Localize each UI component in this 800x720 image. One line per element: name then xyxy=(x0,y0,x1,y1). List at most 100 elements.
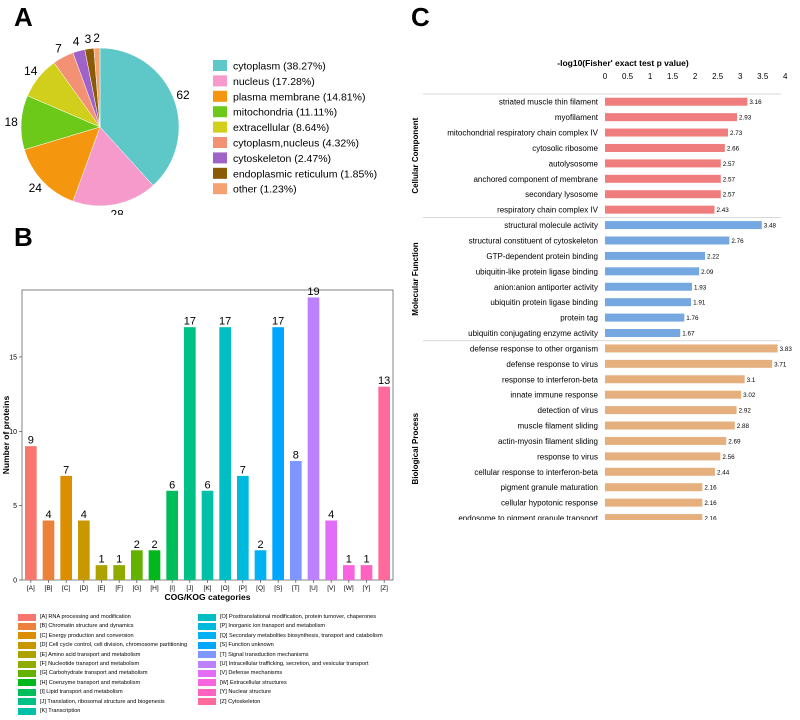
go-bar xyxy=(605,498,703,507)
cog-legend-item: [V] Defense mechanisms xyxy=(198,668,282,678)
go-term-label: structural constituent of cytoskeleton xyxy=(469,236,598,245)
pie-slice-label: 2 xyxy=(93,31,100,45)
pie-legend-label: endoplasmic reticulum (1.85%) xyxy=(233,168,377,180)
cog-bar xyxy=(254,550,267,580)
cog-legend-swatch xyxy=(198,632,216,640)
cog-bar xyxy=(25,446,37,580)
go-term-label: myofilament xyxy=(555,113,599,122)
go-term-label: response to interferon-beta xyxy=(502,375,599,384)
cog-bar-value: 4 xyxy=(81,509,87,521)
cog-bar-value: 6 xyxy=(204,479,210,491)
go-term-label: defense response to virus xyxy=(506,360,598,369)
go-term-label: ubiquitin-like protein ligase binding xyxy=(476,267,598,276)
go-bar xyxy=(605,359,773,368)
go-term-label: mitochondrial respiratory chain complex … xyxy=(447,129,598,138)
go-bar xyxy=(605,406,737,415)
go-bar-value: 2.43 xyxy=(716,207,729,214)
panel-label-b: B xyxy=(14,222,33,252)
x-tick-label: [W] xyxy=(344,585,354,592)
cog-legend-item: [J] Translation, ribosomal structure and… xyxy=(18,697,165,707)
cog-legend-swatch xyxy=(18,660,36,668)
cog-bar-value: 4 xyxy=(328,509,334,521)
go-term-label: protein tag xyxy=(560,314,598,323)
cog-legend-label: [A] RNA processing and modification xyxy=(40,614,131,620)
go-term-label: autolysosome xyxy=(549,159,599,168)
cog-legend-label: [W] Extracellular structures xyxy=(220,679,287,686)
cog-legend-label: [B] Chromatin structure and dynamics xyxy=(40,623,134,630)
go-bar xyxy=(605,467,715,476)
go-term-label: response to virus xyxy=(537,452,598,461)
go-bar xyxy=(605,282,692,291)
cog-bar-value: 17 xyxy=(184,316,196,328)
go-x-tick-label: 3.5 xyxy=(757,72,769,81)
pie-legend-label: cytoplasm,nucleus (4.32%) xyxy=(233,138,359,150)
y-tick-label: 15 xyxy=(9,354,17,361)
cog-legend-swatch xyxy=(18,679,36,687)
pie-legend-swatch xyxy=(213,137,227,148)
x-tick-label: [H] xyxy=(150,585,159,592)
go-bar xyxy=(605,298,692,307)
cog-legend-item: [Z] Cytoskeleton xyxy=(198,697,260,707)
cog-bar-value: 6 xyxy=(169,479,175,491)
go-term-label: endosome to pigment granule transport xyxy=(458,514,598,520)
go-bar xyxy=(605,329,681,338)
cog-legend-swatch xyxy=(18,632,36,640)
cog-legend-label: [H] Coenzyme transport and metabolism xyxy=(40,679,141,686)
go-bar xyxy=(605,267,700,276)
go-term-label: cellular hypotonic response xyxy=(501,499,598,508)
go-term-label: respiratory chain complex IV xyxy=(497,206,599,215)
cog-legend-label: [C] Energy production and conversion xyxy=(40,632,134,639)
cog-legend-label: [I] Lipid transport and metabolism xyxy=(40,689,123,696)
go-x-tick-label: 1 xyxy=(648,72,653,81)
pie-legend-label: cytoplasm (38.27%) xyxy=(233,61,326,73)
go-bar-value: 2.66 xyxy=(727,145,740,152)
cog-bar-value: 4 xyxy=(45,509,51,521)
go-bar xyxy=(605,375,745,384)
go-term-label: ubiquitin protein ligase binding xyxy=(490,298,598,307)
cog-legend-swatch xyxy=(18,622,36,630)
cog-bar xyxy=(42,520,55,580)
cog-bar-value: 2 xyxy=(151,539,157,551)
panel-label-a: A xyxy=(14,2,33,32)
x-tick-label: [T] xyxy=(292,585,300,592)
go-bar xyxy=(605,221,762,230)
go-bar xyxy=(605,452,721,461)
go-bar-value: 1.93 xyxy=(694,284,707,291)
pie-legend-label: nucleus (17.28%) xyxy=(233,76,315,88)
x-tick-label: [G] xyxy=(132,585,141,592)
go-term-label: secondary lysosome xyxy=(525,190,598,199)
cog-legend-item: [P] Inorganic ion transport and metaboli… xyxy=(198,621,325,631)
pie-slice-label: 24 xyxy=(29,181,43,195)
cog-legend-swatch xyxy=(198,688,216,696)
x-tick-label: [P] xyxy=(239,585,247,592)
cog-legend-swatch xyxy=(18,669,36,677)
cog-legend-swatch xyxy=(198,651,216,659)
cog-legend-swatch xyxy=(18,698,36,706)
go-term-label: muscle filament sliding xyxy=(518,422,598,431)
cog-bar xyxy=(378,386,390,580)
go-bar xyxy=(605,159,721,168)
go-bar-value: 3.02 xyxy=(743,392,756,399)
x-axis-title: COG/KOG categories xyxy=(165,592,251,602)
cog-legend-swatch xyxy=(18,613,36,621)
pie-legend-swatch xyxy=(213,183,227,195)
go-bar-value: 2.57 xyxy=(723,161,736,168)
cog-bar-value: 1 xyxy=(363,554,369,566)
pie-chart-a: 62 28 24 18 14 7 4 3 2 cytoplasm (38.27%) nucleus … xyxy=(4,31,377,215)
pie-legend-swatch xyxy=(213,152,227,164)
go-x-tick-label: 4 xyxy=(783,72,788,81)
cog-legend-label: [J] Translation, ribosomal structure and… xyxy=(40,698,165,705)
x-tick-label: [U] xyxy=(309,585,318,592)
cog-legend-label: [G] Carbohydrate transport and metabolis… xyxy=(40,670,148,677)
pie-slice-label: 14 xyxy=(24,64,38,78)
go-bar xyxy=(605,190,721,199)
go-bar xyxy=(605,143,725,152)
go-term-label: actin-myosin filament sliding xyxy=(498,437,598,446)
pie-slice-label: 62 xyxy=(176,88,190,102)
cog-legend-label: [P] Inorganic ion transport and metaboli… xyxy=(220,623,326,630)
go-bar-value: 3.83 xyxy=(780,346,793,353)
cog-legend-item: [G] Carbohydrate transport and metabolis… xyxy=(18,668,148,678)
cog-legend: [A] RNA processing and modification [B] C… xyxy=(14,612,414,717)
cog-legend-item: [O] Posttranslational modification, prot… xyxy=(198,612,376,622)
go-bar-value: 2.57 xyxy=(723,192,736,199)
